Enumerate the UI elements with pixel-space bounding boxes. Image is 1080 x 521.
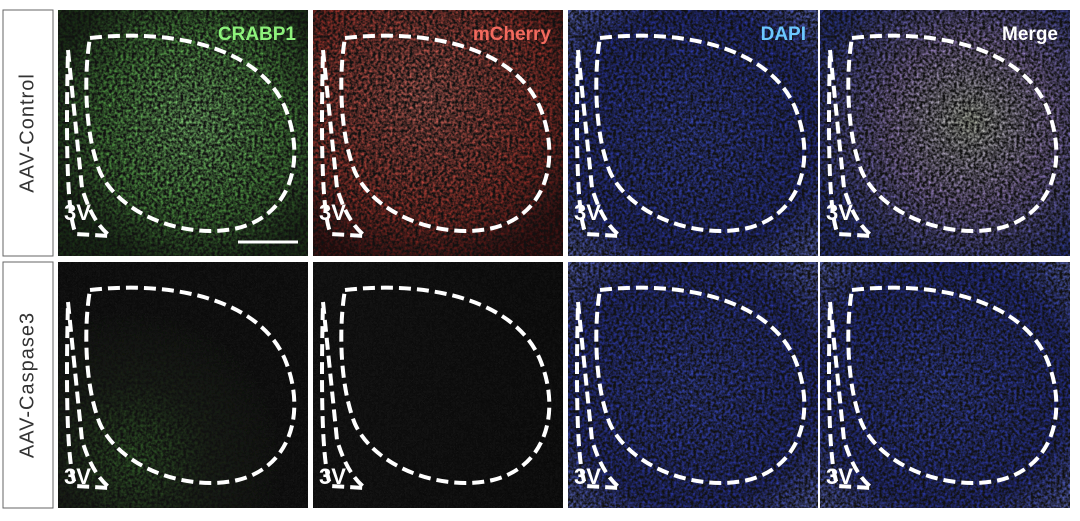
channel-title: mCherry	[473, 24, 552, 45]
region-label: 3V	[319, 200, 346, 225]
row-label: AAV-Control	[16, 73, 38, 193]
image-panel: 3V	[313, 262, 563, 508]
region-label: 3V	[64, 464, 91, 489]
image-panel: Merge 3V	[820, 10, 1070, 256]
fluorescence-image	[820, 10, 1070, 256]
image-panel: 3V	[820, 262, 1070, 508]
region-label: 3V	[64, 200, 91, 225]
region-outline	[84, 33, 297, 233]
region-label: 3V	[319, 464, 346, 489]
fluorescence-image	[58, 10, 308, 256]
region-label: 3V	[574, 464, 601, 489]
row-label: AAV-Caspase3	[16, 312, 38, 458]
row-label-cell: AAV-Control	[2, 9, 54, 257]
region-outline	[594, 33, 807, 233]
fluorescence-image	[568, 262, 818, 508]
channel-title: CRABP1	[218, 24, 297, 45]
fluorescence-image	[820, 262, 1070, 508]
region-label: 3V	[574, 200, 601, 225]
channel-title: DAPI	[761, 24, 806, 45]
region-outline	[594, 285, 807, 485]
fluorescence-image	[568, 10, 818, 256]
image-panel: 3V	[568, 262, 818, 508]
channel-title: Merge	[1002, 24, 1058, 45]
fluorescence-image	[313, 10, 563, 256]
region-outline	[84, 285, 297, 485]
image-panel: DAPI 3V	[568, 10, 818, 256]
panel-grid: AAV-Control CRABP1 3V mCherry 3V DAPI 3V Merge 3…	[2, 9, 1070, 509]
region-outline	[846, 33, 1059, 233]
image-panel: 3V	[58, 262, 308, 508]
image-panel: mCherry 3V	[313, 10, 563, 256]
image-panel: CRABP1 3V	[58, 10, 308, 256]
row-label-cell: AAV-Caspase3	[2, 261, 54, 509]
region-outline	[339, 33, 552, 233]
row-label-box	[2, 261, 54, 509]
region-outline	[339, 285, 552, 485]
region-label: 3V	[826, 464, 853, 489]
region-outline	[846, 285, 1059, 485]
row-label-box	[2, 9, 54, 257]
fluorescence-image	[313, 262, 563, 508]
region-label: 3V	[826, 200, 853, 225]
fluorescence-image	[58, 262, 308, 508]
